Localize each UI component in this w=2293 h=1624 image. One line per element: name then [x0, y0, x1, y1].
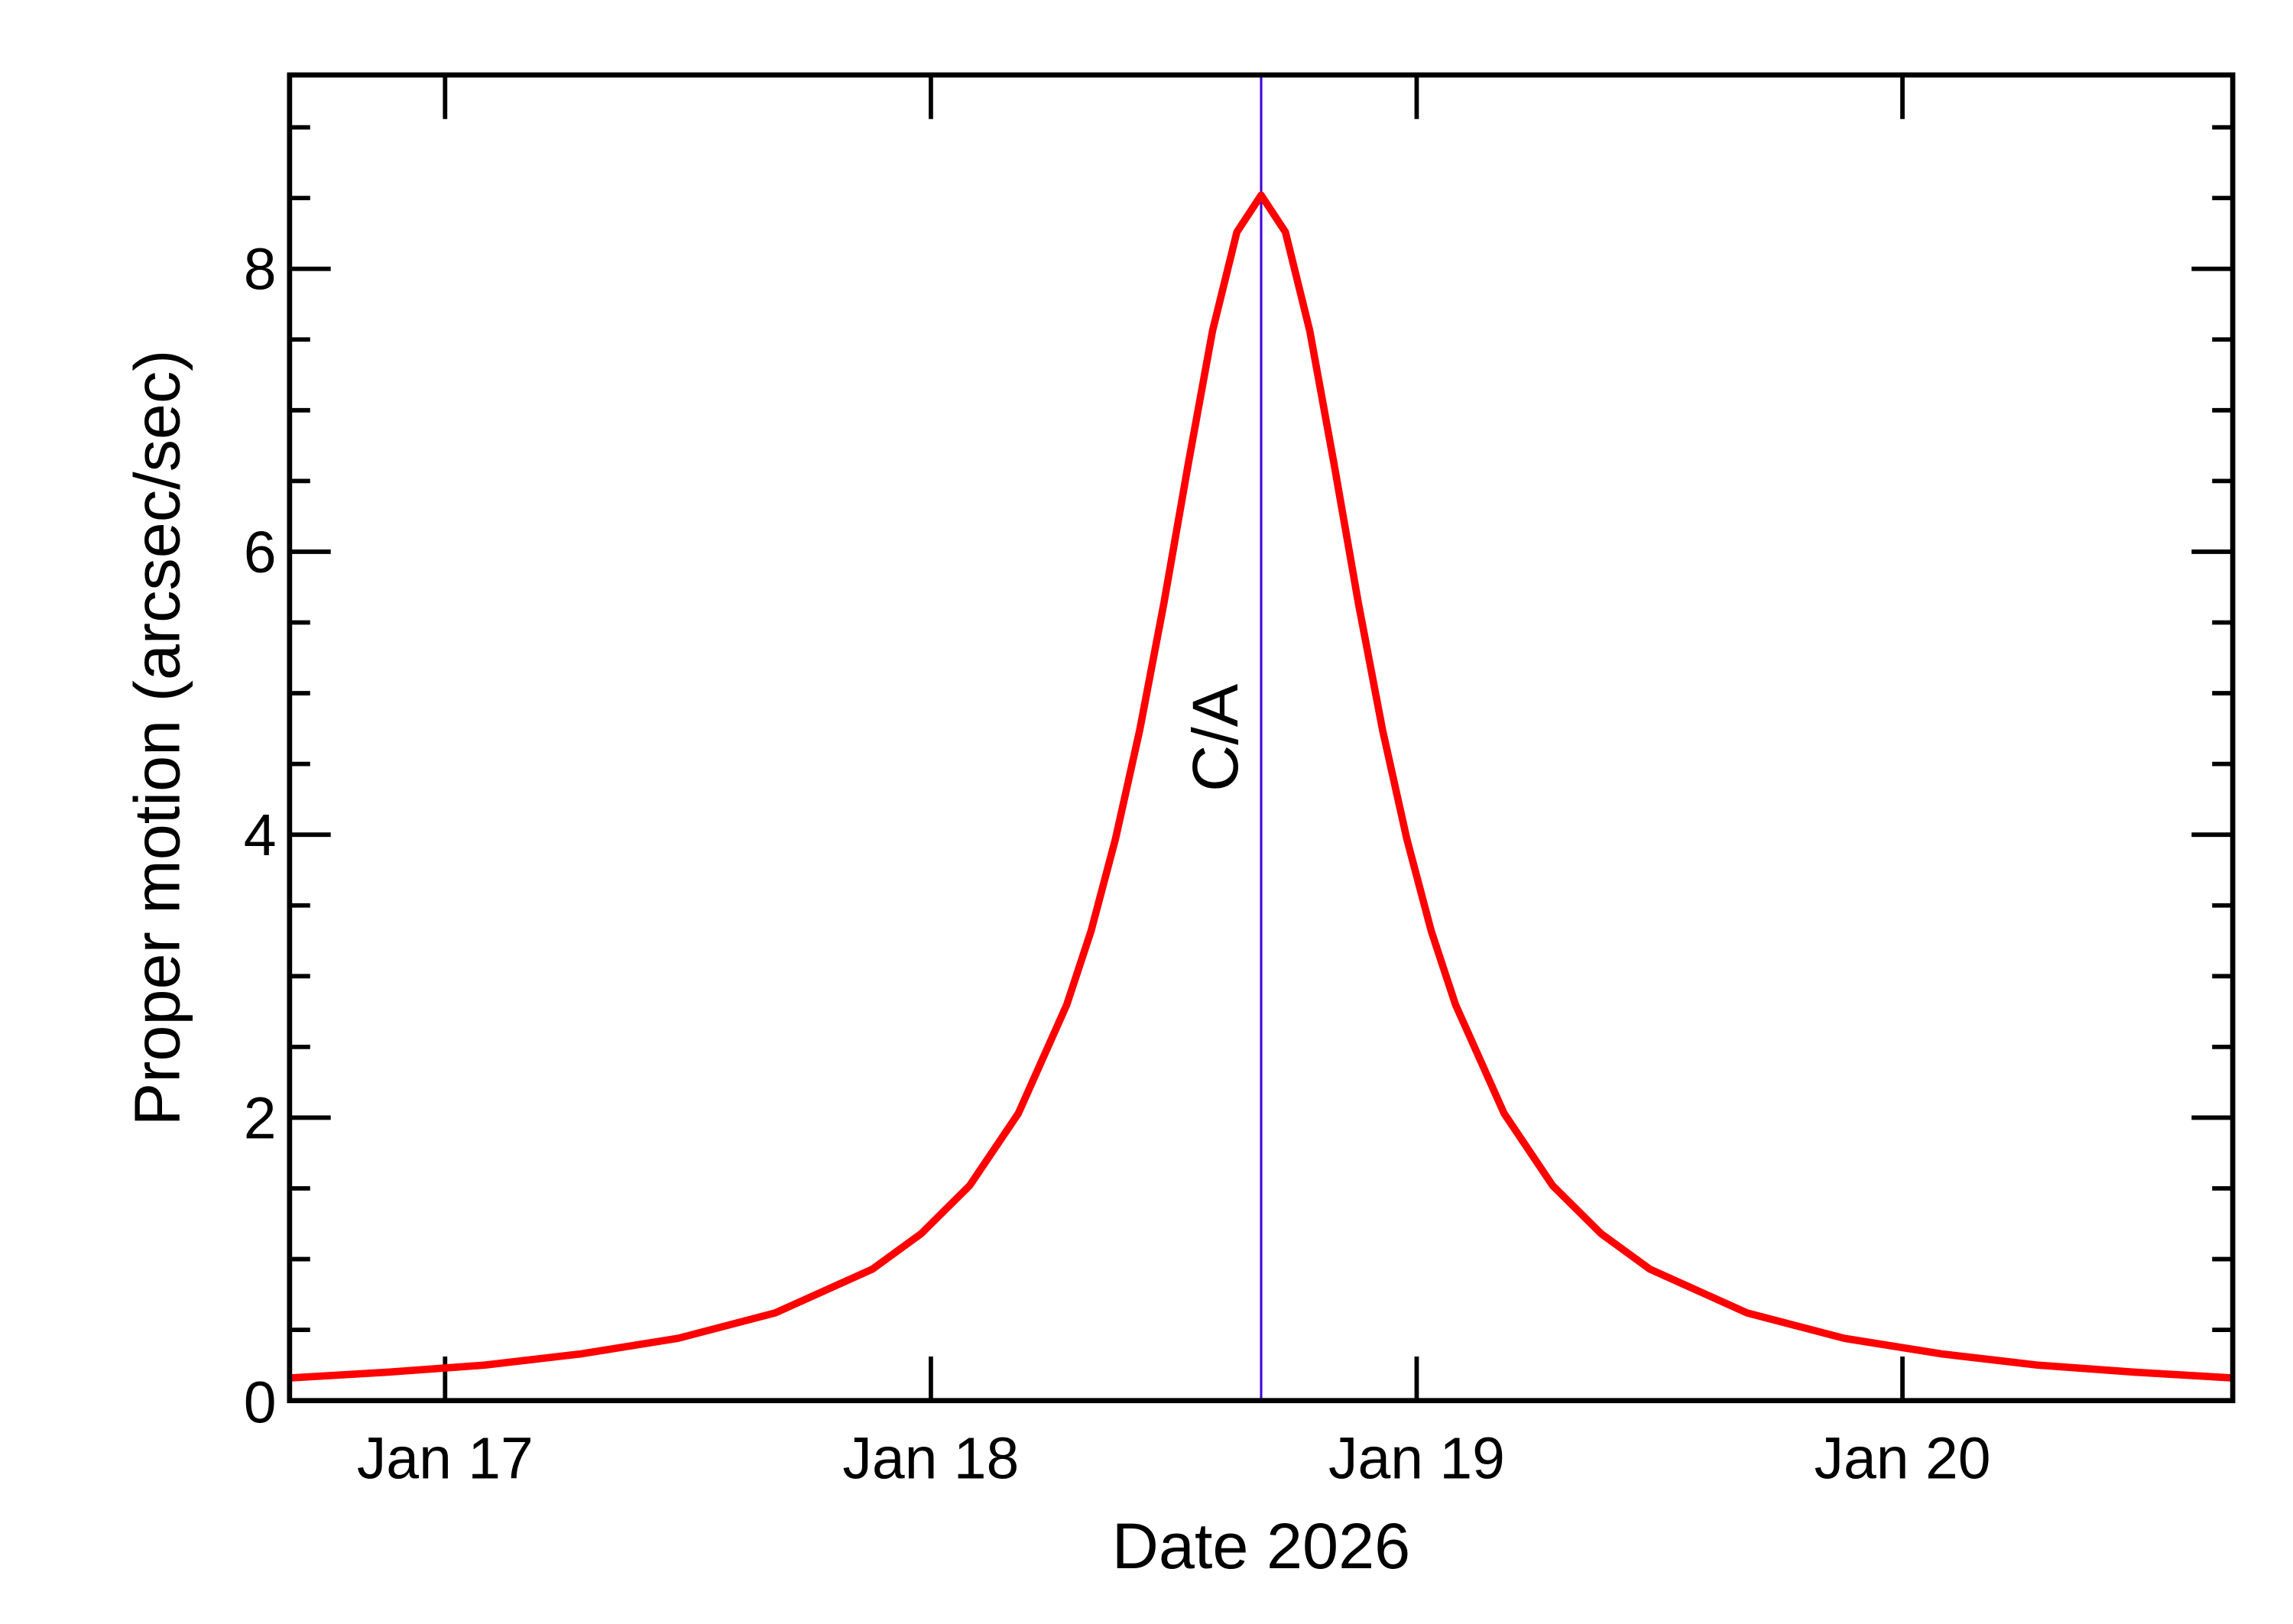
- closest-approach-label: C/A: [1179, 683, 1251, 792]
- y-axis-label: Proper motion (arcsec/sec): [121, 350, 193, 1126]
- y-tick-label: 6: [244, 520, 277, 585]
- x-axis-label: Date 2026: [1112, 1509, 1410, 1582]
- y-tick-label: 2: [244, 1085, 277, 1151]
- y-tick-labels: 0 2 4 6 8: [244, 237, 277, 1436]
- y-tick-label: 8: [244, 237, 277, 303]
- axis-ticks: [289, 75, 2233, 1403]
- y-tick-label: 0: [244, 1370, 277, 1436]
- series-line: [289, 191, 2233, 1382]
- x-tick-label: Jan 17: [357, 1426, 534, 1492]
- x-tick-labels: Jan 17 Jan 18 Jan 19 Jan 20: [357, 1426, 1991, 1492]
- x-tick-label: Jan 19: [1328, 1426, 1505, 1492]
- x-tick-label: Jan 20: [1815, 1426, 1991, 1492]
- x-tick-label: Jan 18: [842, 1426, 1019, 1492]
- plot-frame: [287, 72, 2236, 1404]
- y-tick-label: 4: [244, 802, 277, 868]
